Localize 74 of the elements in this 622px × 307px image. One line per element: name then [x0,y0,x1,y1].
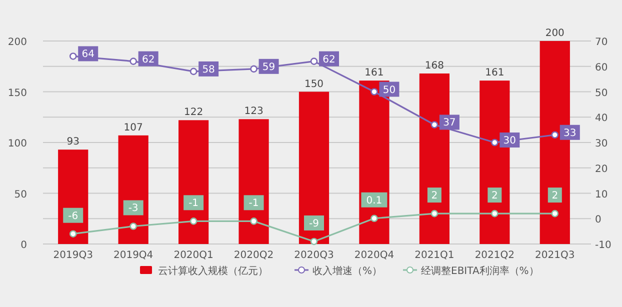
x-tick-label: 2021Q1 [414,250,454,261]
data-label: 50 [382,84,396,96]
legend-label: 收入增速（%） [312,265,382,277]
x-tick-label: 2021Q2 [474,250,515,261]
y2-tick-label: 50 [595,88,608,99]
point [310,238,318,246]
point [310,58,318,65]
x-tick-label: 2020Q3 [294,250,334,261]
point [130,58,137,65]
x-tick-label: 2019Q3 [53,250,93,261]
data-label: 168 [424,60,444,72]
y2-tick-label: 20 [595,164,608,175]
data-label: 93 [66,136,80,148]
data-label: -1 [188,198,199,210]
point [190,218,198,225]
data-label: 62 [142,54,155,66]
x-tick-label: 2019Q4 [113,250,154,261]
data-label: 200 [545,28,564,39]
point [551,131,559,139]
data-label: 37 [443,118,456,129]
legend-label: 经调整EBITA利润率（%） [421,265,539,277]
data-label: 161 [364,68,384,79]
y2-tick-label: 0 [595,214,602,226]
data-label: 161 [485,68,504,79]
data-label: 122 [184,107,204,118]
point [69,52,77,60]
y2-tick-label: 40 [595,113,608,124]
y-tick-label: 200 [8,37,27,48]
point [551,210,559,218]
point [69,230,77,238]
point [430,210,438,218]
x-tick-label: 2020Q2 [234,250,274,261]
data-label: 0.1 [366,195,382,206]
y2-tick-label: 70 [595,37,608,48]
point [190,68,198,76]
x-tick-label: 2021Q3 [535,250,575,261]
y2-tick-label: -10 [595,240,612,251]
data-label: 58 [202,64,215,76]
point [491,138,498,146]
x-tick-label: 2020Q1 [174,250,214,261]
y-tick-label: 150 [8,88,27,99]
y2-tick-label: 10 [595,189,608,200]
y2-tick-label: 30 [595,138,608,150]
bar [118,135,148,244]
bar [178,120,209,244]
data-label: -6 [68,210,78,222]
data-label: -1 [248,198,259,210]
point [130,222,137,230]
point [250,218,258,225]
x-tick-label: 2020Q4 [354,250,394,261]
data-label: 30 [503,136,516,146]
data-label: 62 [322,54,336,66]
data-label: 59 [262,62,276,73]
point [250,65,258,73]
data-label: 150 [304,78,324,90]
data-label: -3 [128,203,138,214]
data-label: 2 [552,190,558,202]
data-label: 2 [491,190,498,202]
data-label: 64 [82,49,94,60]
data-label: -9 [309,218,319,230]
point [430,121,438,128]
legend-label: 云计算收入规模（亿元） [158,265,268,277]
data-label: 107 [124,122,143,134]
bar [298,92,330,244]
point [370,88,378,96]
y-tick-label: 50 [14,189,27,200]
point [491,210,498,218]
y-tick-label: 100 [8,138,27,150]
data-label: 123 [244,106,264,118]
data-label: 33 [564,128,576,139]
point [370,214,378,222]
y-tick-label: 0 [20,240,27,251]
y2-tick-label: 60 [595,62,608,74]
data-label: 2 [431,190,438,202]
